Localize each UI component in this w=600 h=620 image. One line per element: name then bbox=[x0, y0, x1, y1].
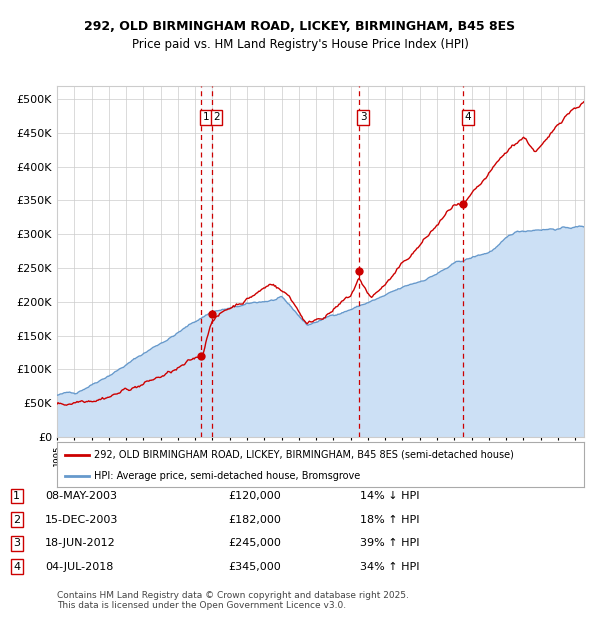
Text: 18-JUN-2012: 18-JUN-2012 bbox=[45, 538, 116, 548]
Text: £245,000: £245,000 bbox=[228, 538, 281, 548]
Text: 14% ↓ HPI: 14% ↓ HPI bbox=[360, 491, 419, 501]
Text: 3: 3 bbox=[360, 112, 367, 122]
Text: £120,000: £120,000 bbox=[228, 491, 281, 501]
Text: 4: 4 bbox=[13, 562, 20, 572]
Text: 292, OLD BIRMINGHAM ROAD, LICKEY, BIRMINGHAM, B45 8ES (semi-detached house): 292, OLD BIRMINGHAM ROAD, LICKEY, BIRMIN… bbox=[94, 450, 514, 459]
Text: 1: 1 bbox=[203, 112, 209, 122]
Text: 34% ↑ HPI: 34% ↑ HPI bbox=[360, 562, 419, 572]
Text: £345,000: £345,000 bbox=[228, 562, 281, 572]
Text: £182,000: £182,000 bbox=[228, 515, 281, 525]
Text: 39% ↑ HPI: 39% ↑ HPI bbox=[360, 538, 419, 548]
Text: 15-DEC-2003: 15-DEC-2003 bbox=[45, 515, 118, 525]
Text: 1: 1 bbox=[13, 491, 20, 501]
Text: 292, OLD BIRMINGHAM ROAD, LICKEY, BIRMINGHAM, B45 8ES: 292, OLD BIRMINGHAM ROAD, LICKEY, BIRMIN… bbox=[85, 20, 515, 33]
Text: Contains HM Land Registry data © Crown copyright and database right 2025.
This d: Contains HM Land Registry data © Crown c… bbox=[57, 591, 409, 610]
Text: 4: 4 bbox=[464, 112, 471, 122]
Text: HPI: Average price, semi-detached house, Bromsgrove: HPI: Average price, semi-detached house,… bbox=[94, 471, 360, 480]
Bar bbox=[202, 86, 212, 437]
Text: 08-MAY-2003: 08-MAY-2003 bbox=[45, 491, 117, 501]
Text: 18% ↑ HPI: 18% ↑ HPI bbox=[360, 515, 419, 525]
Text: Price paid vs. HM Land Registry's House Price Index (HPI): Price paid vs. HM Land Registry's House … bbox=[131, 38, 469, 51]
Text: 3: 3 bbox=[13, 538, 20, 548]
Text: 2: 2 bbox=[13, 515, 20, 525]
Text: 2: 2 bbox=[213, 112, 220, 122]
Text: 04-JUL-2018: 04-JUL-2018 bbox=[45, 562, 113, 572]
